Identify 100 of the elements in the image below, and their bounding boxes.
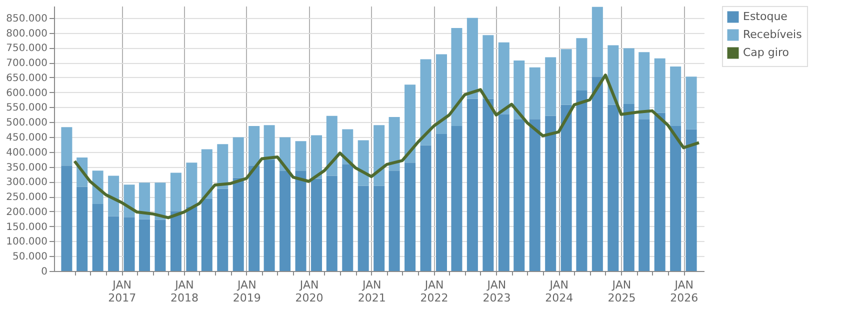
bar bbox=[232, 137, 244, 178]
bar bbox=[186, 162, 198, 207]
bar bbox=[108, 176, 120, 216]
x-tick-label: JAN 2026 bbox=[670, 278, 698, 304]
bar bbox=[388, 117, 400, 171]
bar bbox=[654, 58, 666, 113]
bar bbox=[592, 6, 603, 77]
line-series bbox=[73, 74, 700, 220]
x-tick-label: JAN 2019 bbox=[232, 278, 261, 304]
bar bbox=[170, 172, 182, 212]
y-tick-label: 800.000 bbox=[6, 28, 48, 40]
bar bbox=[295, 170, 306, 271]
bar bbox=[654, 112, 666, 271]
y-tick-label: 200.000 bbox=[6, 206, 48, 218]
bar bbox=[514, 119, 525, 271]
bar bbox=[514, 60, 525, 120]
bar bbox=[592, 76, 603, 271]
x-tick-label: JAN 2020 bbox=[295, 278, 324, 304]
bar bbox=[92, 204, 104, 271]
x-tick-label: JAN 2025 bbox=[608, 278, 636, 304]
y-tick-label: 50.000 bbox=[12, 252, 48, 263]
y-tick-label: 350.000 bbox=[6, 162, 48, 174]
x-tick-label: JAN 2023 bbox=[482, 278, 511, 304]
bar bbox=[108, 216, 120, 271]
y-tick-label: 750.000 bbox=[6, 43, 48, 54]
bar bbox=[358, 140, 369, 186]
bar bbox=[451, 28, 462, 126]
y-tick-label: 850.000 bbox=[6, 13, 48, 24]
bar bbox=[576, 90, 588, 271]
bar bbox=[248, 166, 260, 271]
bar bbox=[545, 116, 556, 271]
y-tick-label: 300.000 bbox=[6, 177, 48, 188]
bar bbox=[420, 145, 432, 271]
bar bbox=[154, 220, 166, 271]
bar bbox=[186, 206, 198, 271]
y-tick-label: 0 bbox=[41, 266, 48, 278]
legend-label: Cap giro bbox=[743, 46, 790, 59]
bar bbox=[623, 104, 634, 271]
bar bbox=[280, 170, 291, 271]
y-tick-label: 150.000 bbox=[6, 222, 48, 233]
y-tick-label: 500.000 bbox=[6, 118, 48, 129]
bar bbox=[138, 182, 150, 220]
y-tick-label: 250.000 bbox=[6, 192, 48, 204]
legend-label: Recebíveis bbox=[743, 28, 802, 41]
bar bbox=[358, 186, 369, 271]
bar bbox=[436, 54, 447, 134]
bar bbox=[436, 134, 447, 271]
bar bbox=[232, 178, 244, 271]
bar bbox=[404, 84, 416, 163]
bar bbox=[420, 59, 432, 146]
bar bbox=[686, 129, 697, 271]
y-tick-label: 550.000 bbox=[6, 102, 48, 114]
y-tick-label: 450.000 bbox=[6, 132, 48, 144]
bar bbox=[170, 211, 182, 271]
bar bbox=[404, 162, 416, 271]
bar bbox=[451, 126, 462, 271]
bar bbox=[76, 186, 88, 271]
bar bbox=[638, 52, 650, 120]
bar bbox=[482, 35, 494, 99]
bar bbox=[264, 160, 275, 271]
bar bbox=[560, 104, 572, 271]
x-tick-label: JAN 2021 bbox=[358, 278, 386, 304]
bar bbox=[388, 170, 400, 271]
y-tick-label: 600.000 bbox=[6, 88, 48, 99]
bar bbox=[670, 126, 682, 271]
bar bbox=[466, 18, 478, 99]
bar bbox=[529, 119, 540, 271]
bar bbox=[638, 119, 650, 271]
x-tick-label: JAN 2024 bbox=[545, 278, 574, 304]
bar bbox=[138, 219, 150, 271]
bar bbox=[264, 125, 275, 160]
bar bbox=[201, 198, 212, 271]
bar bbox=[498, 42, 510, 114]
bar bbox=[545, 57, 556, 116]
x-tick-label: JAN 2017 bbox=[108, 278, 136, 304]
bar bbox=[529, 67, 540, 120]
bar bbox=[248, 126, 260, 166]
bar bbox=[623, 48, 634, 104]
legend-label: Estoque bbox=[743, 10, 788, 23]
x-tick-label: JAN 2018 bbox=[170, 278, 198, 304]
y-tick-label: 400.000 bbox=[6, 147, 48, 158]
bar bbox=[295, 141, 306, 171]
bar bbox=[217, 188, 228, 271]
y-tick-label: 650.000 bbox=[6, 72, 48, 84]
bar bbox=[61, 166, 72, 271]
bar bbox=[670, 66, 682, 126]
bar bbox=[482, 98, 494, 271]
bar bbox=[576, 38, 588, 91]
bar bbox=[560, 49, 572, 105]
bar bbox=[608, 104, 619, 271]
bar bbox=[466, 98, 478, 271]
x-tick-label: JAN 2022 bbox=[420, 278, 448, 304]
bar bbox=[326, 116, 338, 176]
bar bbox=[311, 135, 322, 179]
bar bbox=[374, 186, 385, 271]
bar bbox=[326, 176, 338, 271]
bar bbox=[311, 178, 322, 271]
bar bbox=[217, 144, 228, 189]
y-tick-label: 100.000 bbox=[6, 236, 48, 248]
bar bbox=[374, 125, 385, 186]
